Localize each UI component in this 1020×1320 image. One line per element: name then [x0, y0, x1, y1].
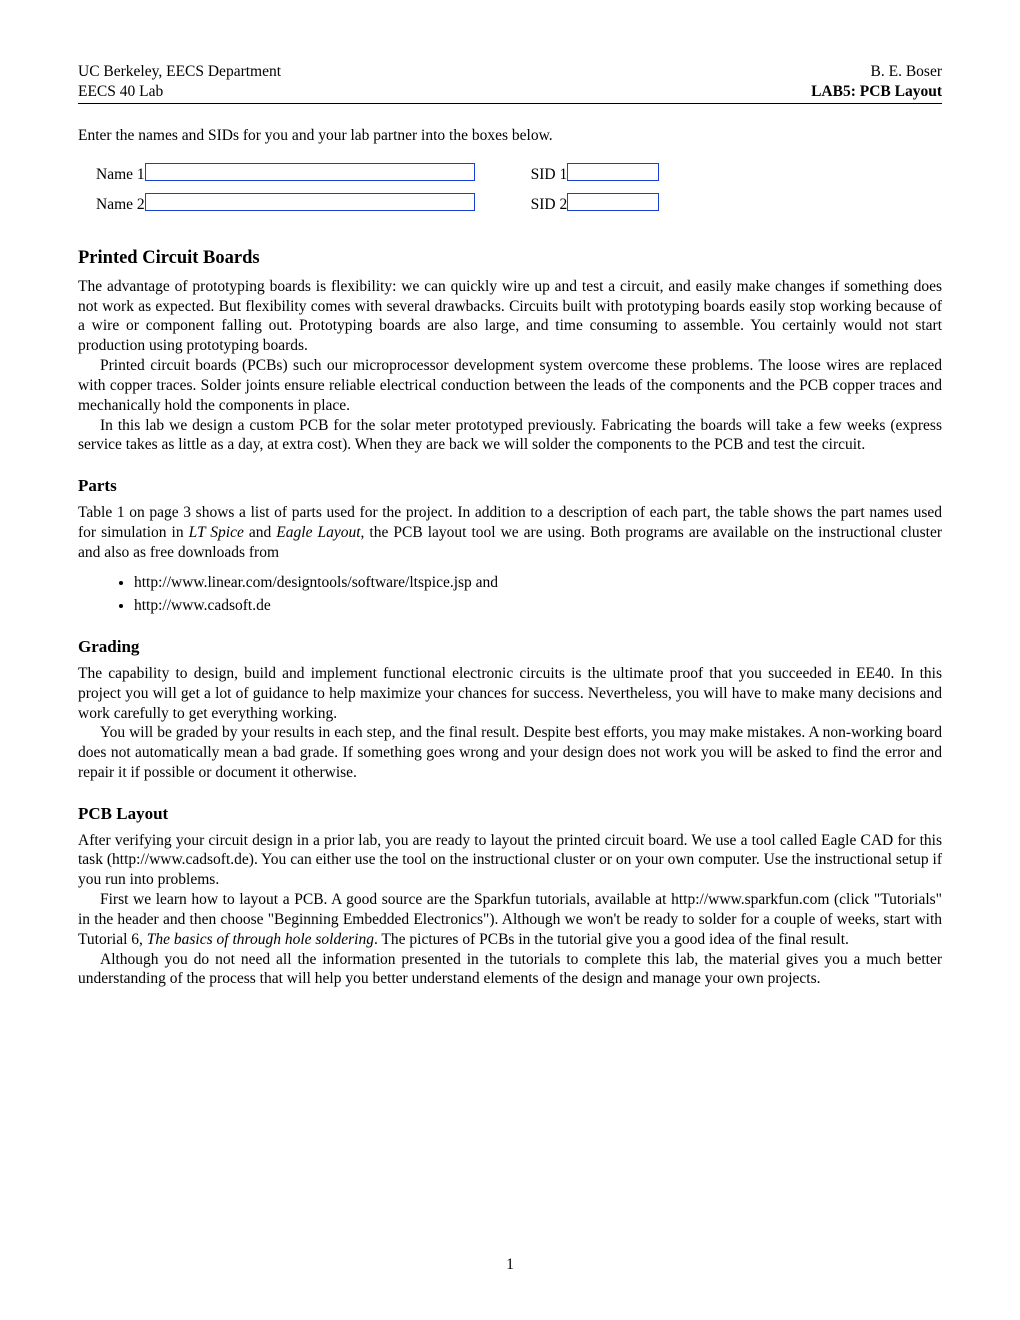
- header-row-1: UC Berkeley, EECS Department B. E. Boser: [78, 62, 942, 82]
- sid2-field[interactable]: [567, 193, 659, 211]
- sid2-label: SID 2: [531, 193, 568, 217]
- pcb-p3: In this lab we design a custom PCB for t…: [78, 416, 942, 456]
- sid1-label: SID 1: [531, 163, 568, 187]
- page-number: 1: [0, 1256, 1020, 1274]
- page: UC Berkeley, EECS Department B. E. Boser…: [0, 0, 1020, 1029]
- section-parts-title: Parts: [78, 475, 942, 497]
- section-grading-title: Grading: [78, 636, 942, 658]
- header-rule: [78, 103, 942, 104]
- section-layout-title: PCB Layout: [78, 803, 942, 825]
- section-pcb-title: Printed Circuit Boards: [78, 247, 942, 271]
- name2-field[interactable]: [145, 193, 475, 211]
- form-row-1: Name 1 SID 1: [96, 163, 659, 187]
- sid1-field[interactable]: [567, 163, 659, 181]
- pcb-p1: The advantage of prototyping boards is f…: [78, 277, 942, 356]
- layout-p1: After verifying your circuit design in a…: [78, 831, 942, 890]
- form-row-2: Name 2 SID 2: [96, 193, 659, 217]
- name-sid-form: Name 1 SID 1 Name 2 SID 2: [96, 157, 659, 223]
- parts-bullets: http://www.linear.com/designtools/softwa…: [78, 573, 942, 617]
- pcb-p2: Printed circuit boards (PCBs) such our m…: [78, 356, 942, 415]
- header-left-1: UC Berkeley, EECS Department: [78, 62, 281, 82]
- name1-label: Name 1: [96, 163, 145, 187]
- name1-field[interactable]: [145, 163, 475, 181]
- parts-bullet-2: http://www.cadsoft.de: [134, 596, 942, 616]
- grading-p1: The capability to design, build and impl…: [78, 664, 942, 723]
- header-right-2: LAB5: PCB Layout: [811, 82, 942, 102]
- layout-p2-i: The basics of through hole soldering: [147, 931, 374, 948]
- parts-p1: Table 1 on page 3 shows a list of parts …: [78, 503, 942, 562]
- parts-p1-b: and: [244, 524, 276, 541]
- layout-p2-b: . The pictures of PCBs in the tutorial g…: [374, 931, 849, 948]
- grading-p2: You will be graded by your results in ea…: [78, 723, 942, 782]
- name2-label: Name 2: [96, 193, 145, 217]
- parts-p1-i2: Eagle Layout: [276, 524, 360, 541]
- parts-p1-i1: LT Spice: [189, 524, 244, 541]
- parts-bullet-1: http://www.linear.com/designtools/softwa…: [134, 573, 942, 593]
- header-row-2: EECS 40 Lab LAB5: PCB Layout: [78, 82, 942, 102]
- intro-text: Enter the names and SIDs for you and you…: [78, 126, 942, 146]
- layout-p2: First we learn how to layout a PCB. A go…: [78, 890, 942, 949]
- layout-p3: Although you do not need all the informa…: [78, 950, 942, 990]
- header-left-2: EECS 40 Lab: [78, 82, 163, 102]
- header-right-1: B. E. Boser: [871, 62, 942, 82]
